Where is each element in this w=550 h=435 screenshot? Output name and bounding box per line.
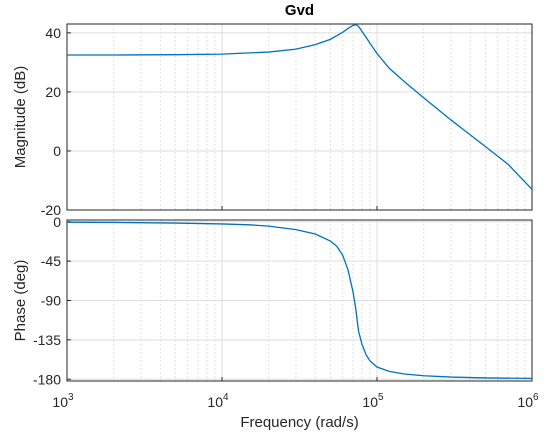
magnitude-plot: 40 20 0 -20 Gvd Magnitude (dB)	[12, 2, 533, 218]
y-tick-label: -20	[41, 202, 61, 218]
y-tick-label: 40	[45, 25, 61, 41]
axes-box	[66, 23, 533, 211]
x-tick-label: 106	[517, 392, 539, 410]
y-tick-label: 0	[53, 214, 61, 230]
y-tick-label: 0	[53, 143, 61, 159]
x-tick-label: 105	[362, 392, 384, 410]
y-axis-label: Phase (deg)	[12, 260, 29, 342]
phase-plot: 0 -45 -90 -135 -180 Phase (deg) 103 104 105 106 Fr…	[12, 214, 539, 431]
y-tick-label: 20	[45, 84, 61, 100]
y-tick-label: -135	[33, 332, 61, 348]
phase-curve	[66, 221, 533, 380]
magnitude-curve	[67, 23, 533, 190]
y-tick-label: -90	[41, 293, 61, 309]
x-tick-label: 103	[52, 392, 74, 410]
x-axis-label: Frequency (rad/s)	[240, 414, 358, 431]
y-tick-label: -45	[41, 253, 61, 269]
chart-title: Gvd	[285, 2, 314, 19]
axes-box	[66, 219, 533, 382]
x-tick-label: 104	[207, 392, 229, 410]
y-axis-label: Magnitude (dB)	[12, 66, 29, 169]
y-tick-label: -180	[33, 371, 61, 387]
